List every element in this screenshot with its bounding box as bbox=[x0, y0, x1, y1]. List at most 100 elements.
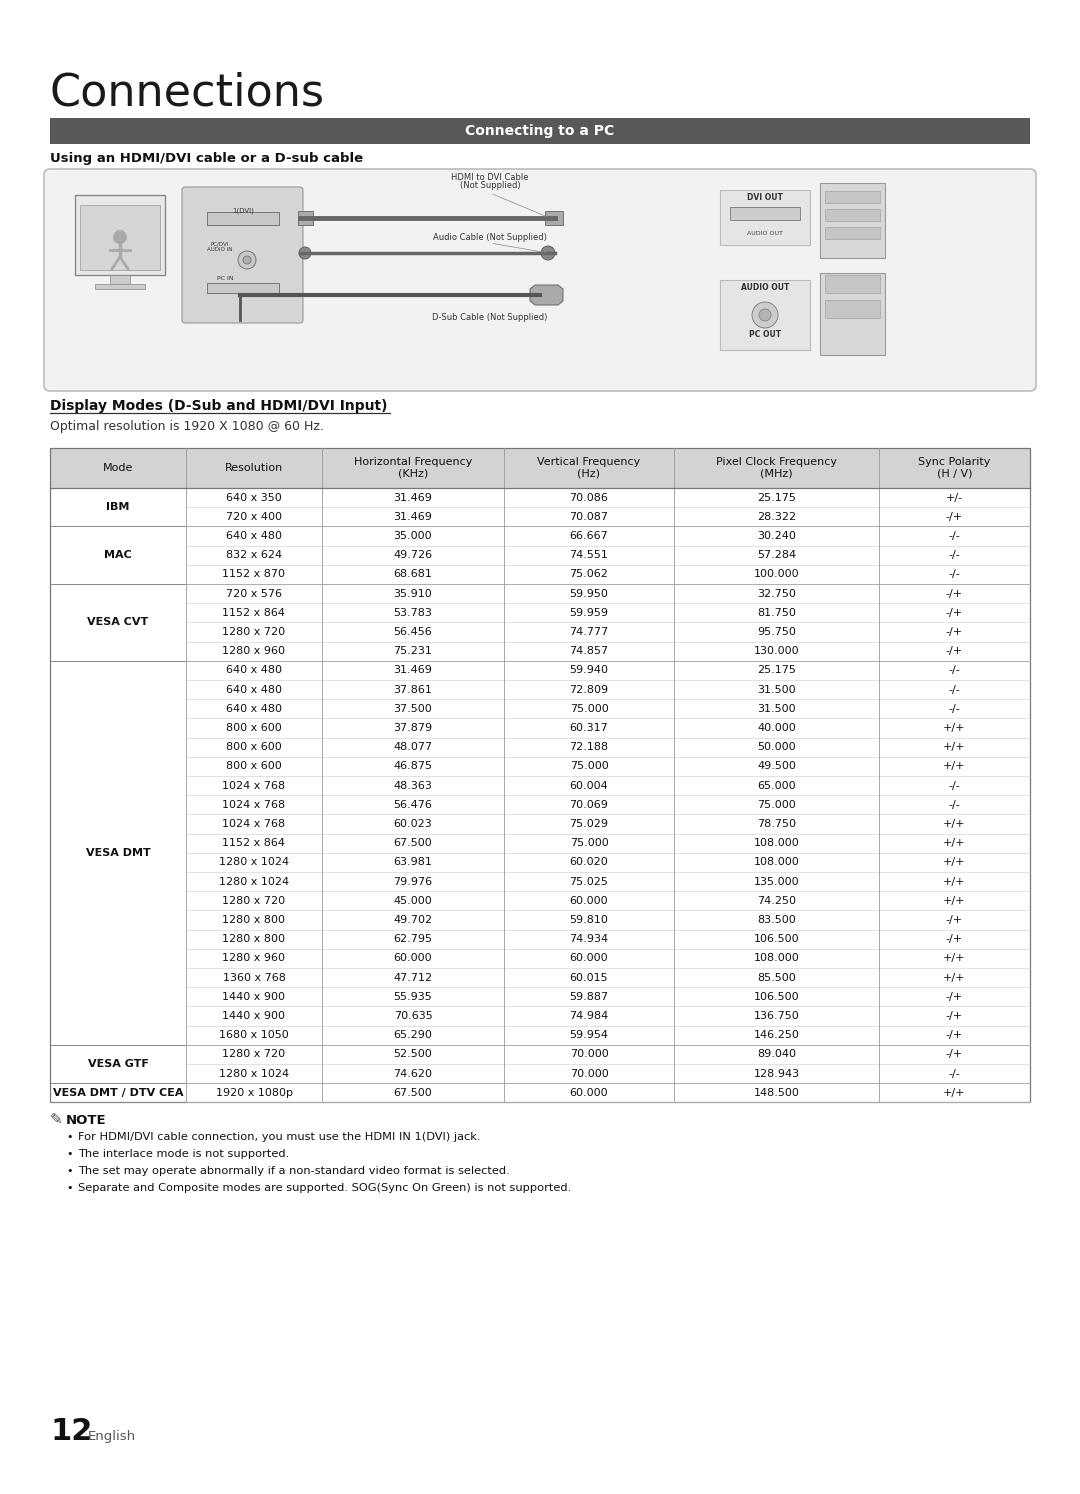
Bar bbox=[674, 623, 879, 641]
Bar bbox=[186, 545, 322, 565]
Bar bbox=[825, 275, 880, 293]
Text: NOTE: NOTE bbox=[66, 1115, 107, 1128]
Bar bbox=[186, 1064, 322, 1083]
Bar bbox=[879, 988, 1030, 1007]
Bar bbox=[879, 892, 1030, 910]
Text: 1440 x 900: 1440 x 900 bbox=[222, 992, 285, 1002]
Bar bbox=[674, 604, 879, 623]
Bar bbox=[674, 968, 879, 988]
Text: -/+: -/+ bbox=[946, 608, 963, 619]
Bar bbox=[322, 489, 504, 506]
Text: 12: 12 bbox=[50, 1416, 93, 1446]
Text: 128.943: 128.943 bbox=[754, 1068, 799, 1079]
Text: 31.500: 31.500 bbox=[757, 704, 796, 714]
Text: 1280 x 1024: 1280 x 1024 bbox=[219, 877, 289, 886]
Text: Connections: Connections bbox=[50, 72, 325, 114]
Text: 57.284: 57.284 bbox=[757, 550, 796, 560]
Bar bbox=[186, 968, 322, 988]
Text: 106.500: 106.500 bbox=[754, 934, 799, 944]
Bar bbox=[322, 1083, 504, 1103]
Bar bbox=[50, 1044, 186, 1083]
Text: 60.020: 60.020 bbox=[569, 858, 608, 868]
Text: ✎: ✎ bbox=[50, 1113, 63, 1128]
Text: (Not Supplied): (Not Supplied) bbox=[460, 181, 521, 190]
Bar bbox=[186, 526, 322, 545]
Text: 83.500: 83.500 bbox=[757, 914, 796, 925]
Bar bbox=[504, 775, 674, 795]
Bar bbox=[110, 275, 130, 285]
Text: 75.000: 75.000 bbox=[569, 838, 608, 849]
Text: 55.935: 55.935 bbox=[393, 992, 432, 1002]
Bar bbox=[322, 623, 504, 641]
Bar bbox=[674, 892, 879, 910]
Bar bbox=[298, 211, 313, 226]
Text: Display Modes (D-Sub and HDMI/DVI Input): Display Modes (D-Sub and HDMI/DVI Input) bbox=[50, 399, 388, 412]
Bar bbox=[322, 949, 504, 968]
Bar bbox=[674, 929, 879, 949]
Text: 75.029: 75.029 bbox=[569, 819, 608, 829]
FancyBboxPatch shape bbox=[44, 169, 1036, 391]
Bar bbox=[504, 1064, 674, 1083]
Text: 74.934: 74.934 bbox=[569, 934, 608, 944]
Bar bbox=[186, 929, 322, 949]
Text: -/+: -/+ bbox=[946, 1049, 963, 1059]
Text: 640 x 480: 640 x 480 bbox=[226, 530, 282, 541]
Bar bbox=[322, 719, 504, 738]
Bar bbox=[186, 814, 322, 834]
Text: DVI OUT: DVI OUT bbox=[747, 193, 783, 202]
Bar bbox=[674, 1064, 879, 1083]
Bar bbox=[186, 988, 322, 1007]
Text: -/+: -/+ bbox=[946, 992, 963, 1002]
Text: +/-: +/- bbox=[946, 493, 963, 502]
Bar bbox=[50, 584, 186, 660]
Text: -/+: -/+ bbox=[946, 589, 963, 599]
Text: 108.000: 108.000 bbox=[754, 858, 799, 868]
Bar bbox=[820, 273, 885, 356]
Text: 46.875: 46.875 bbox=[393, 762, 432, 771]
Text: 74.857: 74.857 bbox=[569, 647, 608, 656]
Text: (H / V): (H / V) bbox=[936, 469, 972, 480]
Text: Sync Polarity: Sync Polarity bbox=[918, 457, 990, 468]
Text: 68.681: 68.681 bbox=[393, 569, 432, 580]
Text: 70.000: 70.000 bbox=[569, 1068, 608, 1079]
Bar bbox=[879, 834, 1030, 853]
Text: 74.620: 74.620 bbox=[393, 1068, 432, 1079]
Text: 60.004: 60.004 bbox=[569, 780, 608, 790]
Bar bbox=[674, 1025, 879, 1044]
Bar bbox=[504, 719, 674, 738]
Bar bbox=[825, 227, 880, 239]
Text: 130.000: 130.000 bbox=[754, 647, 799, 656]
Text: 1920 x 1080p: 1920 x 1080p bbox=[216, 1088, 293, 1098]
Text: 49.726: 49.726 bbox=[393, 550, 433, 560]
Text: 47.712: 47.712 bbox=[393, 973, 433, 983]
Text: 75.000: 75.000 bbox=[569, 762, 608, 771]
Text: 48.363: 48.363 bbox=[393, 780, 432, 790]
Bar bbox=[879, 1025, 1030, 1044]
Text: 800 x 600: 800 x 600 bbox=[226, 743, 282, 751]
Bar bbox=[879, 526, 1030, 545]
Bar bbox=[674, 738, 879, 757]
Bar bbox=[879, 853, 1030, 872]
Bar bbox=[322, 1025, 504, 1044]
Text: 60.000: 60.000 bbox=[569, 953, 608, 964]
Text: 85.500: 85.500 bbox=[757, 973, 796, 983]
Text: -/-: -/- bbox=[948, 799, 960, 810]
Bar bbox=[186, 719, 322, 738]
Text: -/-: -/- bbox=[948, 780, 960, 790]
Bar bbox=[674, 814, 879, 834]
Text: 1280 x 720: 1280 x 720 bbox=[222, 1049, 285, 1059]
Text: AUDIO OUT: AUDIO OUT bbox=[741, 282, 789, 291]
Bar bbox=[95, 284, 145, 288]
Text: 60.023: 60.023 bbox=[393, 819, 432, 829]
Bar bbox=[504, 448, 674, 489]
Circle shape bbox=[243, 255, 251, 264]
Text: The set may operate abnormally if a non-standard video format is selected.: The set may operate abnormally if a non-… bbox=[78, 1167, 510, 1176]
Text: 832 x 624: 832 x 624 bbox=[226, 550, 282, 560]
Bar bbox=[879, 795, 1030, 814]
Text: 60.317: 60.317 bbox=[569, 723, 608, 734]
Bar bbox=[322, 1044, 504, 1064]
Text: 70.635: 70.635 bbox=[393, 1011, 432, 1020]
Text: 800 x 600: 800 x 600 bbox=[226, 723, 282, 734]
Text: 52.500: 52.500 bbox=[393, 1049, 432, 1059]
Text: 48.077: 48.077 bbox=[393, 743, 433, 751]
